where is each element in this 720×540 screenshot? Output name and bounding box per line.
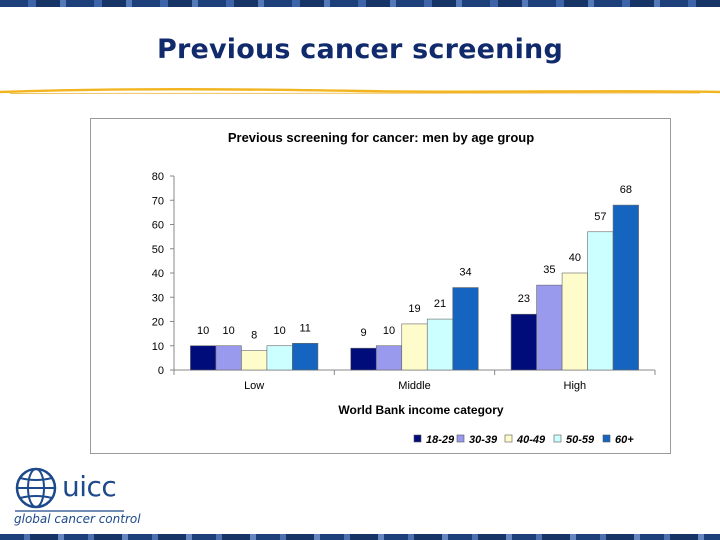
y-tick-label: 70 [152, 195, 164, 207]
bar [612, 204, 639, 371]
data-label: 34 [459, 267, 471, 279]
legend-swatch [413, 434, 422, 443]
y-tick-label: 40 [152, 268, 164, 280]
x-category-label: High [564, 380, 587, 392]
bar [190, 345, 217, 371]
data-label: 19 [408, 303, 420, 315]
data-label: 8 [251, 330, 257, 342]
uicc-globe-icon [15, 467, 124, 512]
legend-label: 60+ [615, 434, 634, 446]
chart-frame: Previous screening for cancer: men by ag… [90, 118, 671, 454]
bar [292, 343, 319, 371]
data-label: 35 [543, 264, 555, 276]
y-tick-label: 20 [152, 317, 164, 329]
data-label: 68 [620, 184, 632, 196]
chart-title: Previous screening for cancer: men by ag… [228, 130, 534, 145]
legend: 18-29 30-39 40-49 50-59 60+ [413, 434, 634, 446]
legend-swatch [553, 434, 562, 443]
bottom-decorative-band [0, 534, 720, 540]
data-label: 10 [383, 325, 395, 337]
y-tick-label: 50 [152, 244, 164, 256]
legend-label: 40-49 [516, 434, 546, 446]
logo-tagline: global cancer control [14, 512, 141, 526]
data-label: 11 [299, 322, 310, 334]
data-label: 23 [518, 293, 530, 305]
legend-label: 18-29 [426, 434, 455, 446]
data-label: 9 [360, 327, 366, 339]
data-label: 21 [434, 298, 446, 310]
data-label: 10 [223, 325, 235, 337]
bar-chart: Previous screening for cancer: men by ag… [152, 130, 656, 446]
data-label: 10 [197, 325, 209, 337]
bar [536, 284, 563, 371]
legend-label: 30-39 [469, 434, 498, 446]
y-tick-label: 60 [152, 220, 164, 232]
x-category-label: Middle [398, 380, 430, 392]
bar [401, 323, 428, 371]
y-tick-label: 30 [152, 292, 164, 304]
legend-swatch [456, 434, 465, 443]
bar [426, 318, 454, 371]
y-tick-label: 0 [158, 365, 164, 377]
plot-area: 0 10 20 30 40 50 60 70 80 Low 10 10 8 10 11 Middle 9 10 19… [152, 171, 656, 392]
legend-swatch [602, 434, 611, 443]
bar [241, 350, 268, 371]
data-label: 57 [594, 211, 606, 223]
logo-wordmark: uicc [62, 470, 117, 503]
bar [510, 313, 537, 371]
x-axis-title: World Bank income category [338, 403, 503, 417]
bar [452, 287, 479, 371]
legend-swatch [504, 434, 513, 443]
bar [561, 272, 588, 371]
title-underline [0, 88, 720, 94]
top-decorative-band [0, 0, 720, 7]
bar [587, 231, 614, 371]
y-tick-label: 10 [152, 341, 164, 353]
y-tick-label: 80 [152, 171, 164, 183]
slide-title: Previous cancer screening [156, 34, 564, 65]
legend-label: 50-59 [566, 434, 595, 446]
data-label: 10 [274, 325, 286, 337]
x-category-label: Low [244, 380, 264, 392]
data-label: 40 [569, 252, 581, 264]
bar [266, 345, 293, 371]
bar [215, 345, 242, 371]
bar [375, 345, 403, 371]
bar [350, 347, 377, 371]
